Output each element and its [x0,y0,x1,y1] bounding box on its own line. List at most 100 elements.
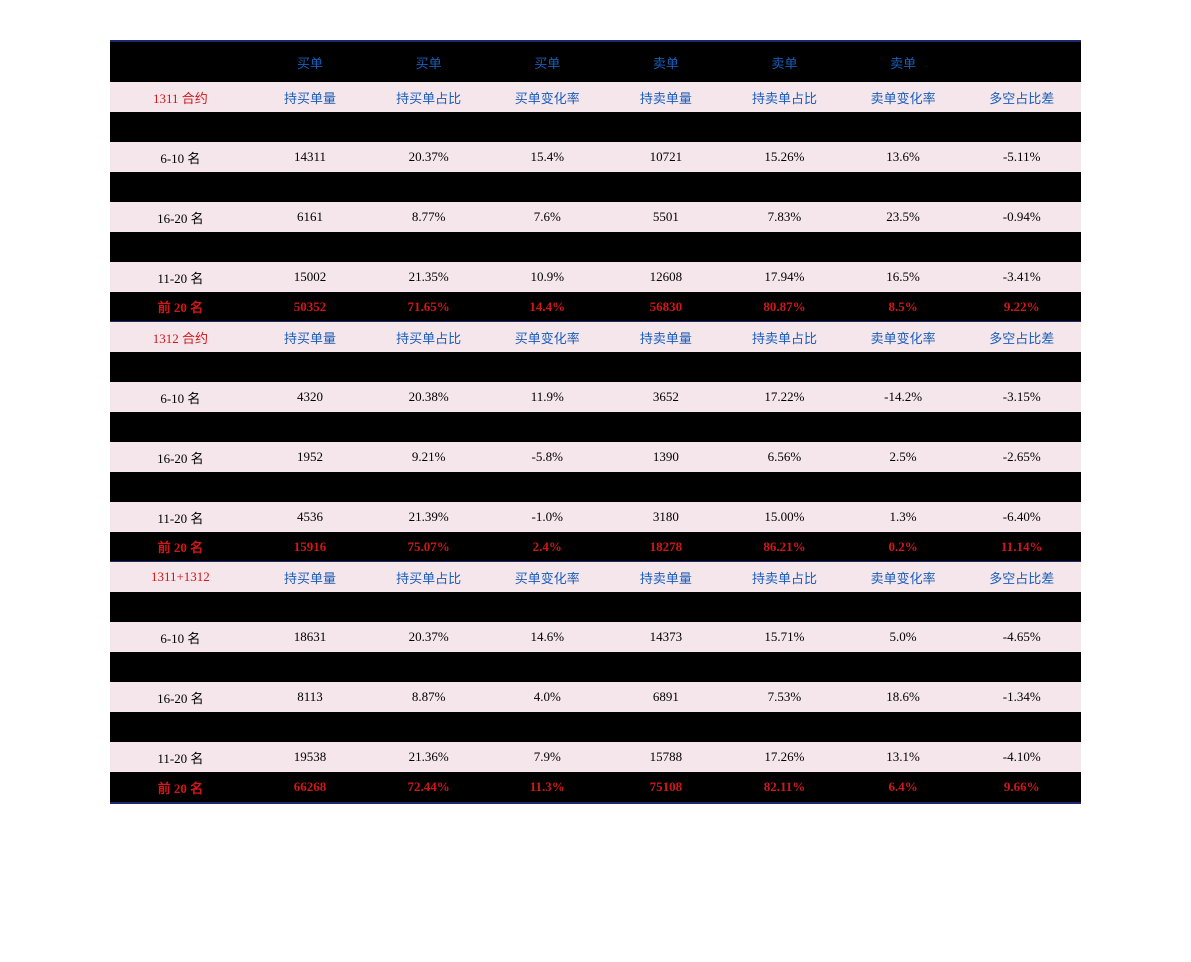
cell: 1390 [607,449,726,465]
cell: 10721 [607,149,726,165]
row-label: 6-10 名 [110,628,251,647]
cell: 17.26% [725,749,844,765]
col-header: 买单变化率 [488,328,607,347]
cell: 3652 [607,389,726,405]
cell: 71.65% [369,299,488,315]
col-header: 持买单量 [251,568,370,587]
col-header: 持买单占比 [369,88,488,107]
cell: 19538 [251,749,370,765]
header-buy-2: 买单 [369,53,488,72]
cell: 1952 [251,449,370,465]
header-sell-3: 卖单 [844,53,963,72]
cell: 3180 [607,509,726,525]
col-header: 买单变化率 [488,568,607,587]
cell: 20.37% [369,629,488,645]
cell: 21.39% [369,509,488,525]
cell: 21.35% [369,269,488,285]
cell: 15.71% [725,629,844,645]
header-buy-3: 买单 [488,53,607,72]
col-header: 持买单占比 [369,568,488,587]
cell: 6.4% [844,779,963,795]
cell: -1.34% [962,689,1081,705]
cell: 4.0% [488,689,607,705]
cell: -4.10% [962,749,1081,765]
spacer-row [110,352,1081,382]
cell: 15002 [251,269,370,285]
cell: 15.00% [725,509,844,525]
cell: 18.6% [844,689,963,705]
spacer-row [110,592,1081,622]
row-label: 11-20 名 [110,268,251,287]
section-title: 1311+1312 [110,569,251,585]
cell: 15788 [607,749,726,765]
cell: 17.22% [725,389,844,405]
cell: -5.11% [962,149,1081,165]
col-header: 持买单量 [251,328,370,347]
col-header: 多空占比差 [962,568,1081,587]
cell: 9.66% [962,779,1081,795]
cell: 75108 [607,779,726,795]
cell: 14311 [251,149,370,165]
col-header: 持卖单占比 [725,88,844,107]
cell: -3.15% [962,389,1081,405]
cell: 1.3% [844,509,963,525]
col-header: 持买单量 [251,88,370,107]
cell: 15.26% [725,149,844,165]
row-label: 6-10 名 [110,148,251,167]
cell: 11.14% [962,539,1081,555]
cell: 11.9% [488,389,607,405]
cell: 6161 [251,209,370,225]
table-row: 16-20 名 8113 8.87% 4.0% 6891 7.53% 18.6%… [110,682,1081,712]
cell: 23.5% [844,209,963,225]
spacer-row [110,652,1081,682]
cell: 10.9% [488,269,607,285]
col-header: 多空占比差 [962,88,1081,107]
cell: 2.4% [488,539,607,555]
col-header: 持卖单量 [607,88,726,107]
row-label: 6-10 名 [110,388,251,407]
table-row: 6-10 名 14311 20.37% 15.4% 10721 15.26% 1… [110,142,1081,172]
cell: 11.3% [488,779,607,795]
cell: 18631 [251,629,370,645]
col-header: 买单变化率 [488,88,607,107]
cell: 9.22% [962,299,1081,315]
spacer-row [110,112,1081,142]
col-header: 卖单变化率 [844,88,963,107]
cell: 8.87% [369,689,488,705]
col-header: 持买单占比 [369,328,488,347]
cell: 16.5% [844,269,963,285]
summary-row: 前 20 名 66268 72.44% 11.3% 75108 82.11% 6… [110,772,1081,802]
cell: 66268 [251,779,370,795]
row-label: 16-20 名 [110,208,251,227]
cell: 13.6% [844,149,963,165]
cell: -0.94% [962,209,1081,225]
cell: 56830 [607,299,726,315]
row-label: 前 20 名 [110,778,251,797]
spacer-row [110,712,1081,742]
row-label: 16-20 名 [110,448,251,467]
cell: 7.53% [725,689,844,705]
table-row: 11-20 名 19538 21.36% 7.9% 15788 17.26% 1… [110,742,1081,772]
cell: -14.2% [844,389,963,405]
section-title: 1311 合约 [110,88,251,107]
cell: 20.38% [369,389,488,405]
cell: 7.83% [725,209,844,225]
cell: 12608 [607,269,726,285]
cell: 6891 [607,689,726,705]
cell: 14.4% [488,299,607,315]
summary-row: 前 20 名 15916 75.07% 2.4% 18278 86.21% 0.… [110,532,1081,562]
table-row: 16-20 名 1952 9.21% -5.8% 1390 6.56% 2.5%… [110,442,1081,472]
cell: 7.9% [488,749,607,765]
data-table: 买单 买单 买单 卖单 卖单 卖单 1311 合约 持买单量 持买单占比 买单变… [110,40,1081,804]
cell: 21.36% [369,749,488,765]
summary-row: 前 20 名 50352 71.65% 14.4% 56830 80.87% 8… [110,292,1081,322]
col-header: 持卖单量 [607,568,726,587]
cell: 6.56% [725,449,844,465]
table-row: 16-20 名 6161 8.77% 7.6% 5501 7.83% 23.5%… [110,202,1081,232]
section-header-row: 1311+1312 持买单量 持买单占比 买单变化率 持卖单量 持卖单占比 卖单… [110,562,1081,592]
table-row: 11-20 名 15002 21.35% 10.9% 12608 17.94% … [110,262,1081,292]
cell: 15916 [251,539,370,555]
col-header: 持卖单量 [607,328,726,347]
cell: 0.2% [844,539,963,555]
cell: 17.94% [725,269,844,285]
